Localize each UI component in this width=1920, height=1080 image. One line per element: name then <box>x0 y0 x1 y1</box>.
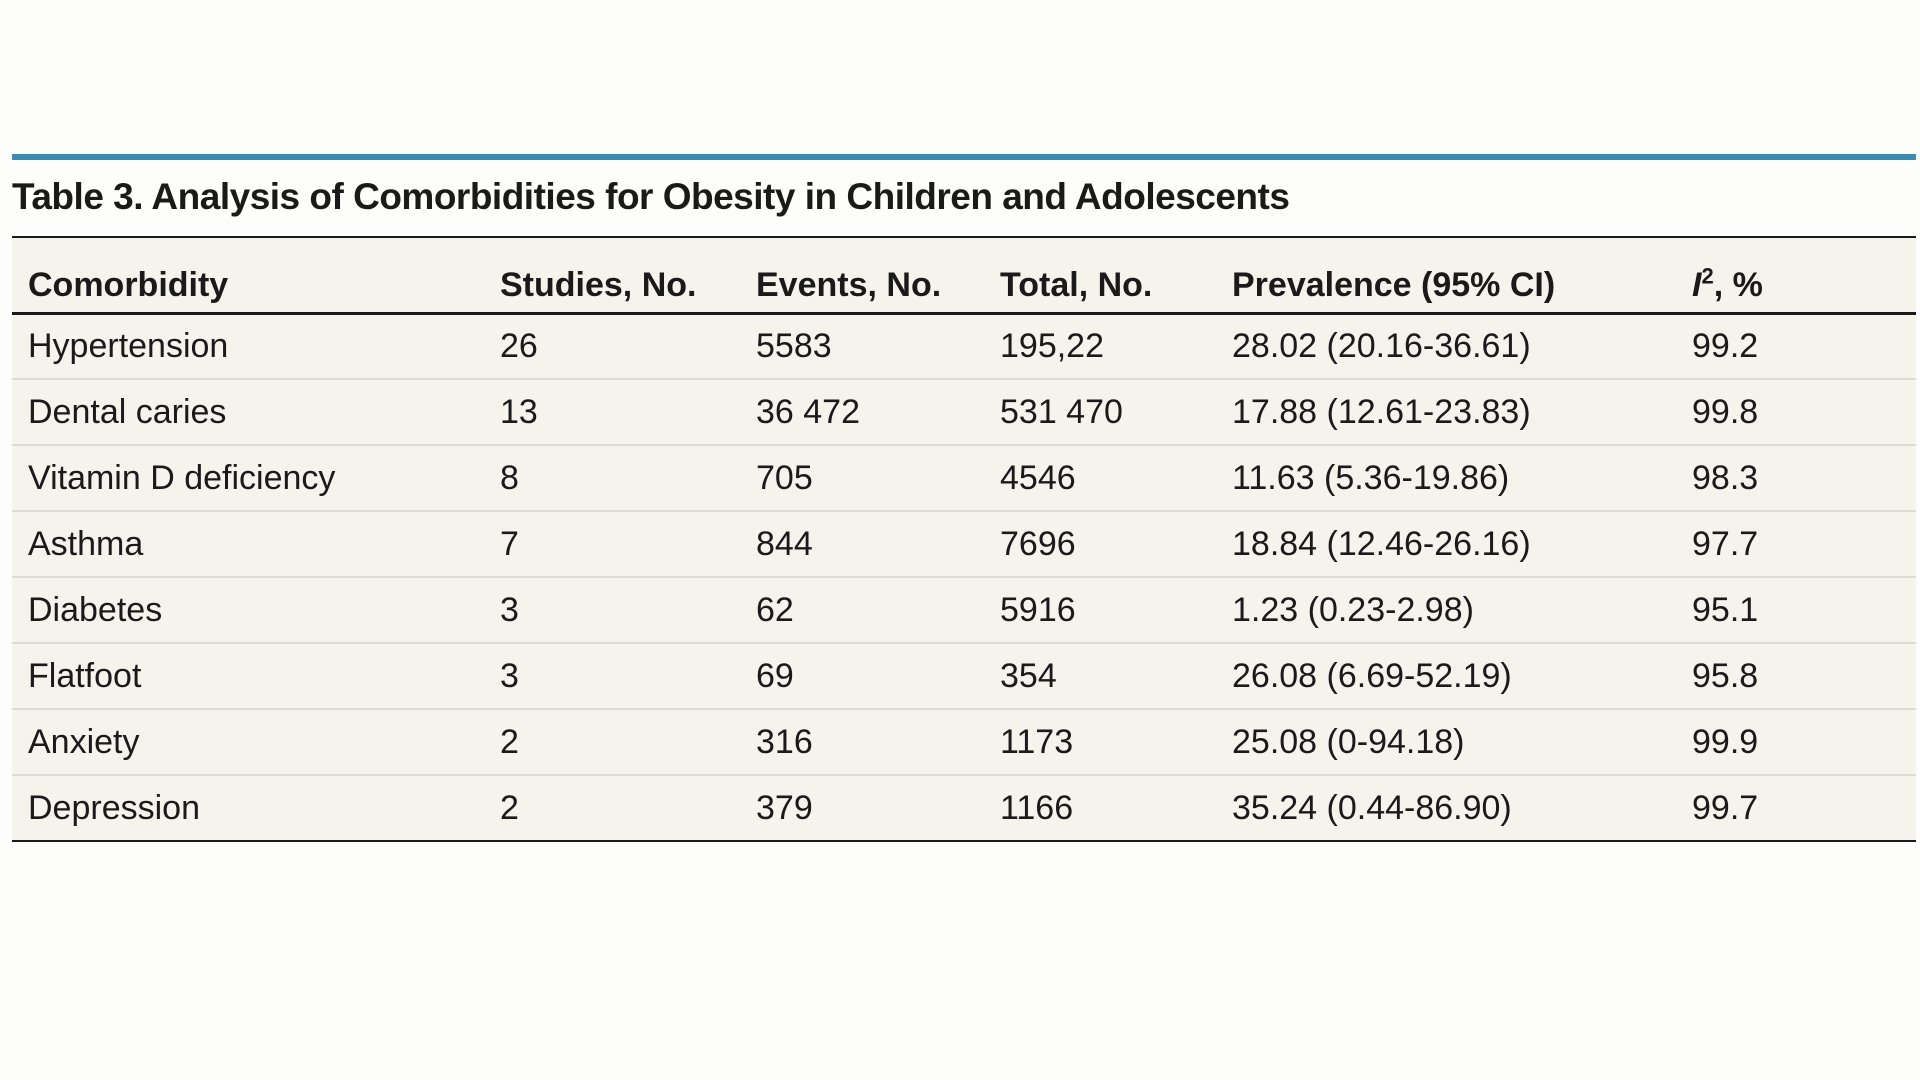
table-header-row: Comorbidity Studies, No. Events, No. Tot… <box>12 238 1916 315</box>
cell-total: 195,22 <box>1000 313 1232 380</box>
cell-prevalence: 26.08 (6.69-52.19) <box>1232 643 1692 710</box>
cell-total: 7696 <box>1000 511 1232 578</box>
cell-events: 316 <box>756 709 1000 776</box>
header-prevalence: Prevalence (95% CI) <box>1232 238 1692 315</box>
comorbidity-table-block: Table 3. Analysis of Comorbidities for O… <box>12 154 1916 842</box>
cell-prevalence: 28.02 (20.16-36.61) <box>1232 313 1692 380</box>
header-i2-superscript: 2 <box>1701 263 1714 289</box>
cell-prevalence: 35.24 (0.44-86.90) <box>1232 775 1692 842</box>
table-row: Diabetes 3 62 5916 1.23 (0.23-2.98) 95.1 <box>12 577 1916 644</box>
header-total: Total, No. <box>1000 238 1232 315</box>
cell-events: 36 472 <box>756 379 1000 446</box>
header-studies: Studies, No. <box>500 238 756 315</box>
cell-comorbidity: Diabetes <box>12 577 500 644</box>
cell-studies: 13 <box>500 379 756 446</box>
header-i2-suffix: , % <box>1713 265 1763 304</box>
cell-events: 844 <box>756 511 1000 578</box>
cell-comorbidity: Depression <box>12 775 500 842</box>
cell-studies: 2 <box>500 775 756 842</box>
cell-total: 1173 <box>1000 709 1232 776</box>
table-row: Hypertension 26 5583 195,22 28.02 (20.16… <box>12 313 1916 380</box>
cell-total: 5916 <box>1000 577 1232 644</box>
cell-i2: 98.3 <box>1692 445 1916 512</box>
cell-studies: 26 <box>500 313 756 380</box>
cell-i2: 99.7 <box>1692 775 1916 842</box>
cell-comorbidity: Flatfoot <box>12 643 500 710</box>
cell-studies: 8 <box>500 445 756 512</box>
cell-comorbidity: Dental caries <box>12 379 500 446</box>
header-events: Events, No. <box>756 238 1000 315</box>
header-i2-symbol: I <box>1692 265 1702 304</box>
cell-comorbidity: Hypertension <box>12 313 500 380</box>
cell-events: 62 <box>756 577 1000 644</box>
table-row: Depression 2 379 1166 35.24 (0.44-86.90)… <box>12 775 1916 842</box>
cell-total: 4546 <box>1000 445 1232 512</box>
table-row: Anxiety 2 316 1173 25.08 (0-94.18) 99.9 <box>12 709 1916 776</box>
table-row: Flatfoot 3 69 354 26.08 (6.69-52.19) 95.… <box>12 643 1916 710</box>
cell-events: 379 <box>756 775 1000 842</box>
table-caption: Table 3. Analysis of Comorbidities for O… <box>12 160 1916 238</box>
cell-studies: 7 <box>500 511 756 578</box>
cell-i2: 97.7 <box>1692 511 1916 578</box>
cell-studies: 3 <box>500 577 756 644</box>
cell-comorbidity: Vitamin D deficiency <box>12 445 500 512</box>
accent-rule <box>12 154 1916 160</box>
cell-i2: 99.2 <box>1692 313 1916 380</box>
cell-events: 69 <box>756 643 1000 710</box>
cell-prevalence: 11.63 (5.36-19.86) <box>1232 445 1692 512</box>
cell-i2: 99.8 <box>1692 379 1916 446</box>
table-row: Dental caries 13 36 472 531 470 17.88 (1… <box>12 379 1916 446</box>
table-row: Asthma 7 844 7696 18.84 (12.46-26.16) 97… <box>12 511 1916 578</box>
cell-prevalence: 1.23 (0.23-2.98) <box>1232 577 1692 644</box>
cell-comorbidity: Asthma <box>12 511 500 578</box>
header-i2: I2, % <box>1692 238 1916 315</box>
cell-total: 354 <box>1000 643 1232 710</box>
table-row: Vitamin D deficiency 8 705 4546 11.63 (5… <box>12 445 1916 512</box>
cell-comorbidity: Anxiety <box>12 709 500 776</box>
cell-total: 531 470 <box>1000 379 1232 446</box>
cell-events: 705 <box>756 445 1000 512</box>
comorbidity-table: Comorbidity Studies, No. Events, No. Tot… <box>12 238 1916 842</box>
cell-studies: 2 <box>500 709 756 776</box>
cell-prevalence: 17.88 (12.61-23.83) <box>1232 379 1692 446</box>
cell-prevalence: 25.08 (0-94.18) <box>1232 709 1692 776</box>
cell-prevalence: 18.84 (12.46-26.16) <box>1232 511 1692 578</box>
cell-i2: 95.1 <box>1692 577 1916 644</box>
cell-studies: 3 <box>500 643 756 710</box>
cell-events: 5583 <box>756 313 1000 380</box>
cell-i2: 95.8 <box>1692 643 1916 710</box>
cell-total: 1166 <box>1000 775 1232 842</box>
cell-i2: 99.9 <box>1692 709 1916 776</box>
header-comorbidity: Comorbidity <box>12 238 500 315</box>
